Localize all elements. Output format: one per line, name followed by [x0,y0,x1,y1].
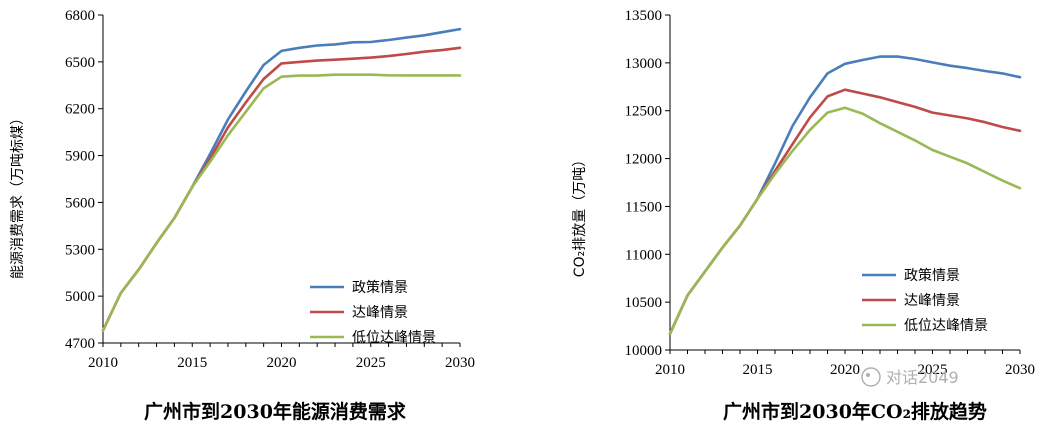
watermark-logo-dot [866,373,870,377]
y-tick-label: 5600 [65,195,95,211]
y-tick-label: 13500 [625,8,663,24]
legend-label-2: 达峰情景 [904,293,960,309]
legend-label-3: 低位达峰情景 [904,318,988,334]
y-tick-label: 10500 [625,295,663,311]
watermark: 对话2049 [861,367,959,387]
legend-label-2: 达峰情景 [352,305,408,321]
y-tick-label: 13000 [625,56,663,72]
energy-chart-title: 广州市到2030年能源消费需求 [144,400,407,423]
legend-label-1: 政策情景 [904,267,960,284]
y-tick-label: 12500 [625,104,663,120]
series-line-3 [668,106,1022,336]
series-line-1 [668,55,1022,336]
x-tick-label: 2025 [356,355,386,371]
legend-label-1: 政策情景 [352,279,408,296]
y-tick-label: 11500 [625,199,662,215]
series-line-3 [101,73,462,332]
x-tick-label: 2025 [918,362,948,378]
co2-y-axis-label: CO₂排放量（万吨） [572,153,588,277]
energy-demand-chart: 4700 5000 5300 5600 5900 6200 6500 6800 2010 2015… [65,8,475,371]
co2-chart-title: 广州市到2030年CO₂排放趋势 [723,400,987,423]
x-tick-label: 2010 [655,362,685,378]
co2-emission-chart: 10000 10500 11000 11500 12000 12500 13000 13500… [625,8,1036,378]
y-tick-label: 5300 [65,242,95,258]
y-tick-label: 11000 [625,247,662,263]
y-tick-label: 6500 [65,55,95,71]
x-tick-label: 2030 [1005,362,1035,378]
legend-label-3: 低位达峰情景 [352,330,436,346]
energy-y-axis-label: 能源消费需求（万吨标煤） [10,111,26,279]
x-tick-label: 2010 [88,355,118,371]
y-tick-label: 6800 [65,8,95,24]
y-tick-label: 6200 [65,102,95,118]
y-tick-label: 12000 [625,152,663,168]
y-tick-label: 5000 [65,289,95,305]
x-tick-label: 2015 [743,362,773,378]
x-tick-label: 2030 [445,355,475,371]
x-tick-label: 2015 [177,355,207,371]
x-tick-label: 2020 [267,355,297,371]
watermark-logo-icon [861,367,881,387]
watermark-text: 对话2049 [886,368,959,387]
y-tick-label: 5900 [65,149,95,165]
y-tick-label: 10000 [625,343,663,359]
y-tick-label: 4700 [65,336,95,352]
series-line-2 [668,88,1022,336]
x-tick-label: 2020 [830,362,860,378]
